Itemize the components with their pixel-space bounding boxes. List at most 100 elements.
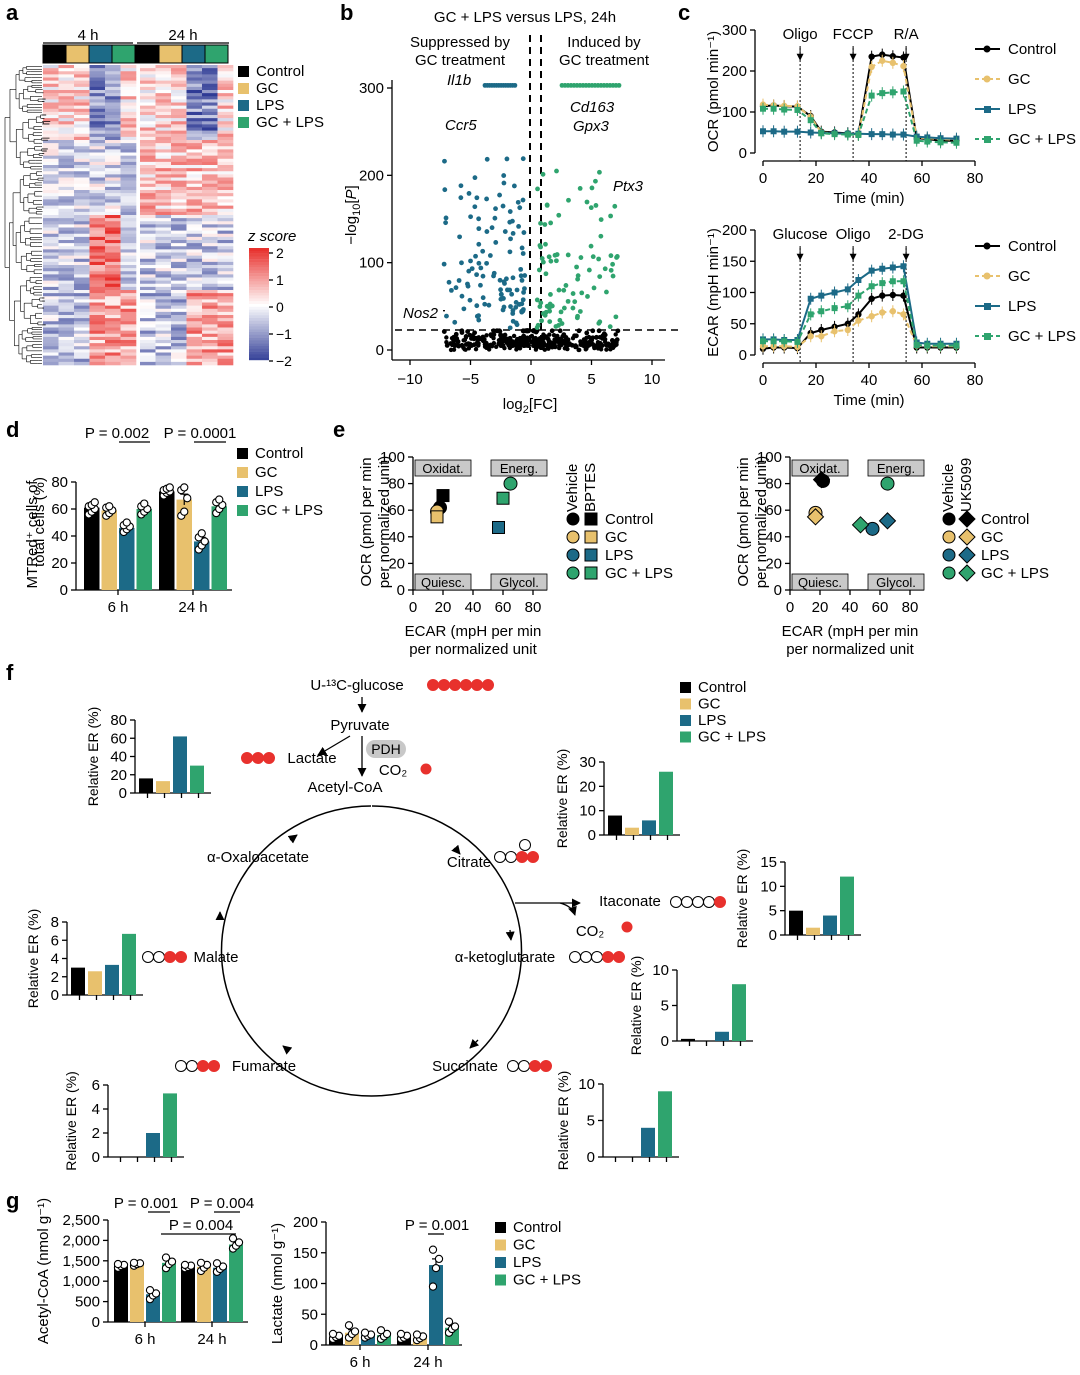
a-heatmap-cell <box>186 311 203 316</box>
c-ecar-legend-marker <box>983 272 991 280</box>
a-heatmap-cell <box>58 168 75 172</box>
a-heatmap-cell <box>74 315 90 319</box>
c-ecar-legend-label: LPS <box>1008 298 1036 315</box>
a-heatmap-cell <box>202 308 218 313</box>
a-heatmap-cell <box>171 255 187 260</box>
a-heatmap-cell <box>155 358 172 363</box>
f-fumarate-chart-ytick-label: 2 <box>92 1125 100 1142</box>
a-heatmap-cell <box>89 168 106 172</box>
a-heatmap-cell <box>43 65 59 69</box>
a-heatmap-cell <box>186 65 203 69</box>
a-heatmap-cell <box>58 327 75 331</box>
a-heatmap-cell <box>89 102 106 106</box>
a-heatmap-cell <box>58 86 75 91</box>
a-heatmap-cell <box>217 311 234 316</box>
a-heatmap-cell <box>140 271 156 275</box>
e-left-quadrant-label: Glycol. <box>499 575 539 590</box>
a-heatmap-cell <box>105 240 121 244</box>
a-heatmap-cell <box>140 105 156 110</box>
a-heatmap-cell <box>120 277 137 281</box>
b-gene-point <box>468 214 473 220</box>
c-ocr-data-point <box>781 106 788 113</box>
a-heatmap-cell <box>58 330 75 335</box>
a-heatmap-cell <box>120 71 137 75</box>
a-heatmap-cell <box>89 243 106 247</box>
a-heatmap-cell <box>43 74 59 78</box>
a-heatmap-cell <box>202 215 218 219</box>
a-heatmap-cell <box>155 243 172 247</box>
d-legend-swatch <box>237 505 248 516</box>
a-heatmap-cell <box>120 243 137 247</box>
b-gene-point <box>610 345 616 351</box>
a-heatmap-cell <box>74 186 90 191</box>
a-heatmap-cell <box>74 305 90 310</box>
a-heatmap-cell <box>105 161 121 166</box>
a-heatmap-cell <box>120 321 137 325</box>
a-heatmap-cell <box>202 221 218 225</box>
a-heatmap-cell <box>74 336 90 341</box>
a-colorbar-step <box>249 259 269 263</box>
a-heatmap-cell <box>58 283 75 288</box>
f-succinate-carbon <box>518 1060 530 1072</box>
e-left-legend-vehicle <box>566 566 580 580</box>
c-ocr-xtick-label: 60 <box>914 170 931 187</box>
a-heatmap-cell <box>186 280 203 285</box>
d-replicate-dot <box>183 494 192 503</box>
a-heatmap-cell <box>58 121 75 125</box>
f-lactate-carbon <box>241 752 253 764</box>
a-heatmap-cell <box>186 274 203 278</box>
a-heatmap-cell <box>120 355 137 360</box>
a-heatmap-cell <box>43 318 59 322</box>
a-heatmap-cell <box>58 83 75 88</box>
b-gene-point <box>446 279 452 285</box>
a-heatmap-cell <box>140 246 156 250</box>
a-group-header-box <box>204 44 229 64</box>
a-heatmap-cell <box>74 71 90 75</box>
a-heatmap-cell <box>171 208 187 213</box>
g-legend-label: GC + LPS <box>513 1272 581 1289</box>
a-heatmap-cell <box>140 146 156 150</box>
a-colorbar-step <box>249 334 269 338</box>
a-heatmap-cell <box>217 249 234 253</box>
a-heatmap-cell <box>89 93 106 97</box>
b-gene-point <box>535 344 540 349</box>
c-ocr-xtick-label: 80 <box>967 170 984 187</box>
e-left-legend-drug <box>584 512 598 526</box>
d-xcat-label: 24 h <box>178 599 207 616</box>
c-ocr-data-point <box>868 92 875 99</box>
a-heatmap-cell <box>186 127 203 131</box>
g-legend-label: Control <box>513 1219 561 1236</box>
a-heatmap-cell <box>89 283 106 288</box>
b-gene-point <box>459 260 464 266</box>
g-acetylcoa-replicate-dot <box>196 1258 206 1267</box>
f-itaconate-carbon <box>714 896 726 908</box>
a-heatmap-cell <box>171 305 187 310</box>
a-heatmap-cell <box>140 236 156 241</box>
a-heatmap-cell <box>43 296 59 300</box>
c-ecar-xtick-label: 20 <box>808 372 825 389</box>
a-heatmap-cell <box>155 83 172 88</box>
a-heatmap-cell <box>74 211 90 216</box>
b-gene-point <box>572 299 578 305</box>
a-heatmap-cell <box>140 96 156 100</box>
a-heatmap-cell <box>140 118 156 122</box>
a-heatmap-cell <box>120 158 137 163</box>
b-gene-point <box>540 342 545 347</box>
a-heatmap-cell <box>202 108 218 113</box>
b-gene-point <box>575 276 581 282</box>
a-heatmap-cell <box>43 305 59 310</box>
a-heatmap-cell <box>89 196 106 200</box>
a-heatmap-cell <box>74 205 90 210</box>
a-heatmap-cell <box>155 65 172 69</box>
f-malate-chart-ytick-label: 0 <box>51 987 59 1004</box>
a-heatmap-cell <box>74 127 90 131</box>
a-heatmap-cell <box>120 83 137 88</box>
a-heatmap-cell <box>43 330 59 335</box>
a-heatmap-cell <box>202 118 218 122</box>
e-left-drug-point <box>430 510 444 524</box>
a-heatmap-cell <box>155 274 172 278</box>
a-heatmap-cell <box>155 233 172 238</box>
d-replicate-dot <box>180 483 189 492</box>
